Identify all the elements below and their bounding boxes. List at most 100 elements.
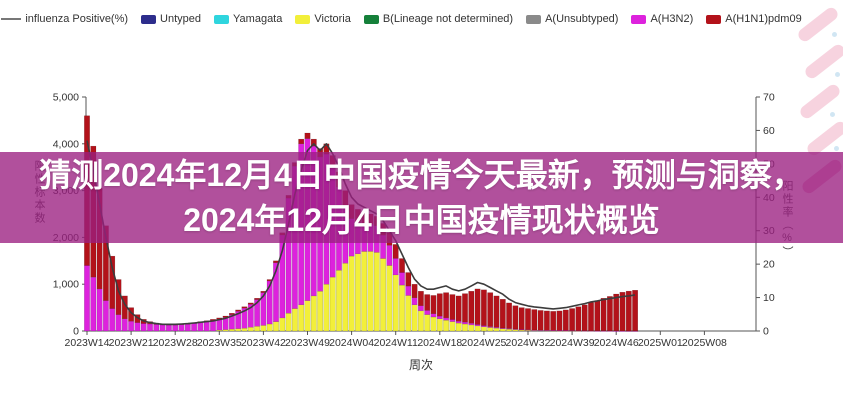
bar-Victoria [424,314,431,332]
bar-Victoria [405,295,412,332]
bar-A(H3N2) [159,324,166,332]
bar-A(H1N1)pdm09 [449,294,456,320]
x-tick-label: 2024W32 [506,337,551,349]
bar-A(H3N2) [418,305,424,312]
bar-A(H1N1)pdm09 [254,298,260,300]
bar-Victoria [342,262,349,332]
x-tick-label: 2024W46 [594,337,639,349]
x-tick-label: 2024W18 [417,337,462,349]
headline-text: 猜测2024年12月4日中国疫情今天最新，预测与洞察，2024年12月4日中国疫… [39,156,804,238]
bar-Victoria [436,318,443,332]
bar-Victoria [235,328,242,332]
bar-A(H3N2) [109,308,116,332]
bar-Victoria [481,326,487,332]
bar-A(H3N2) [191,323,197,332]
bar-A(H3N2) [216,319,223,331]
bar-Victoria [380,258,386,332]
bar-A(H1N1)pdm09 [310,138,317,147]
legend-item-label: A(Unsubtyped) [545,13,619,25]
bar-Victoria [298,304,305,332]
headline-overlay-band: 猜测2024年12月4日中国疫情今天最新，预测与洞察，2024年12月4日中国疫… [0,152,843,243]
bar-A(H1N1)pdm09 [418,291,424,306]
decor-dot [835,72,840,77]
bar-A(H1N1)pdm09 [436,293,443,317]
bar-Victoria [216,329,223,332]
bar-A(H1N1)pdm09 [399,258,405,273]
bar-A(H1N1)pdm09 [405,272,412,287]
bar-A(H1N1)pdm09 [600,298,607,331]
bar-Victoria [266,323,273,332]
legend-item-label: Untyped [160,13,202,25]
bar-Victoria [260,325,267,332]
decor-dot [834,146,839,151]
bar-A(H1N1)pdm09 [632,290,639,332]
x-tick-label: 2023W49 [285,337,330,349]
y-left-tick-label: 4,000 [53,138,79,150]
bar-A(H1N1)pdm09 [518,307,525,330]
bar-Victoria [367,251,374,332]
legend-item: A(Unsubtyped) [526,13,618,25]
x-tick-label: 2023W35 [197,337,242,349]
bar-A(H3N2) [392,258,399,276]
bar-A(H3N2) [165,324,172,332]
bar-A(H1N1)pdm09 [443,292,449,319]
bar-A(H3N2) [411,297,418,305]
x-tick-label: 2024W11 [374,337,418,349]
bar-A(H1N1)pdm09 [613,293,620,331]
y-right-tick-label: 20 [763,259,775,271]
x-tick-label: 2023W28 [153,337,198,349]
bar-A(H3N2) [147,323,153,332]
bar-Victoria [279,317,286,332]
bar-A(H1N1)pdm09 [537,310,544,331]
bar-A(H1N1)pdm09 [304,132,311,139]
bar-Victoria [361,251,368,332]
bar-Victoria [443,320,449,332]
y-right-tick-label: 0 [763,326,769,338]
bar-Victoria [285,313,292,332]
legend-color-swatch-icon [631,14,647,24]
bar-A(H1N1)pdm09 [506,302,512,329]
y-right-tick-label: 70 [763,92,775,104]
bar-A(H3N2) [172,324,179,332]
bar-A(H1N1)pdm09 [455,295,462,322]
legend-color-swatch-icon [526,14,542,24]
x-tick-label: 2023W21 [109,337,154,349]
bar-A(H1N1)pdm09 [235,309,242,312]
bar-A(H1N1)pdm09 [411,284,418,299]
bar-A(H3N2) [197,322,204,332]
bar-Victoria [487,327,494,332]
bar-A(H3N2) [96,288,103,332]
bar-Victoria [499,328,506,332]
bar-A(H1N1)pdm09 [575,306,582,331]
legend-item: A(H1N1)pdm09 [706,13,802,25]
bar-A(H1N1)pdm09 [228,313,235,315]
bar-Victoria [310,295,317,332]
bar-A(H1N1)pdm09 [247,302,254,305]
x-tick-label: 2023W42 [241,337,286,349]
bar-Victoria [323,284,330,332]
bar-A(H1N1)pdm09 [594,300,601,332]
bar-A(H1N1)pdm09 [619,292,626,332]
legend-item-label: A(H1N1)pdm09 [725,13,802,25]
x-tick-label: 2024W25 [461,337,506,349]
legend-item: Victoria [295,13,351,25]
bar-A(H3N2) [537,330,544,332]
bar-A(H1N1)pdm09 [392,244,399,259]
y-right-tick-label: 60 [763,125,775,137]
bar-A(H3N2) [115,314,122,332]
bar-A(H3N2) [184,324,191,332]
legend-item-label: Yamagata [233,13,283,25]
legend-color-swatch-icon [214,14,230,24]
bar-A(H1N1)pdm09 [109,255,116,309]
y-left-tick-label: 0 [73,326,79,338]
bar-A(H3N2) [399,272,405,286]
bar-Victoria [304,300,311,332]
legend-item: Yamagata [214,13,282,25]
bar-A(H3N2) [600,330,607,332]
bar-A(H1N1)pdm09 [607,296,613,331]
bar-A(H1N1)pdm09 [493,295,500,328]
bar-A(H3N2) [153,324,160,332]
legend-item-label: influenza Positive(%) [25,13,129,25]
bar-A(H3N2) [455,321,462,324]
legend-line-icon [1,18,22,20]
